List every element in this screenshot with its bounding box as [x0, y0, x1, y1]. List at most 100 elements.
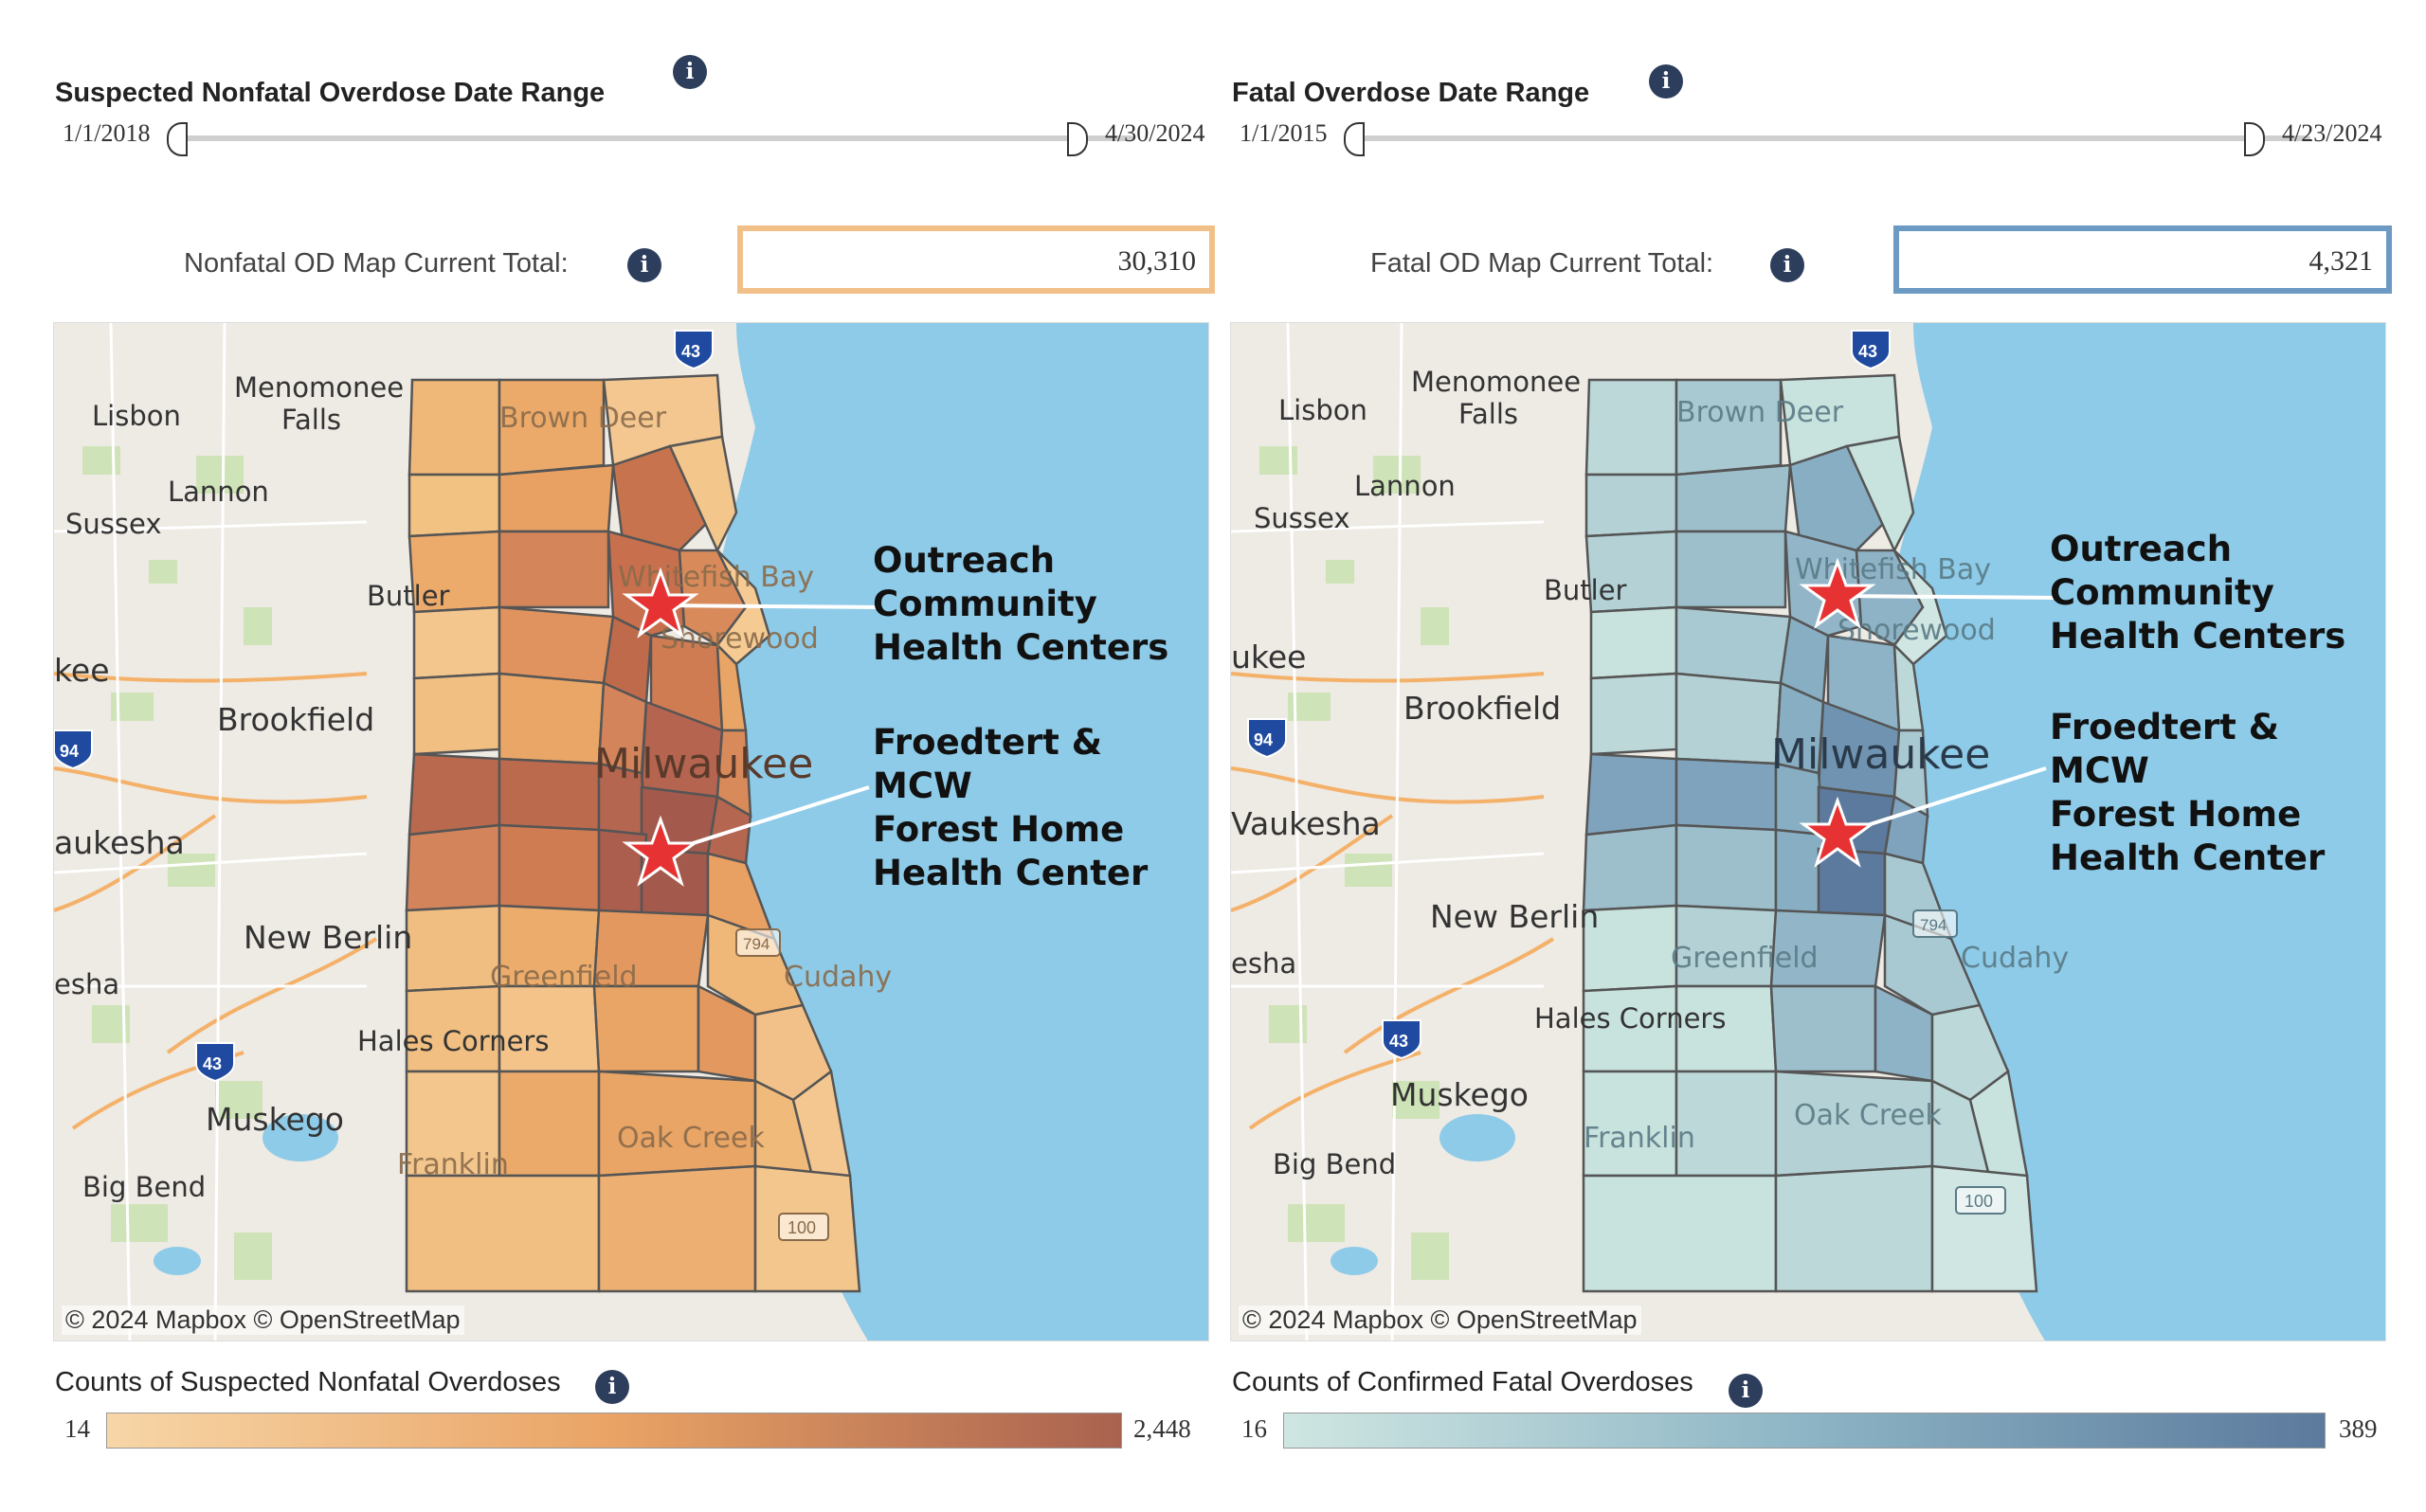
slider-end-label: 4/23/2024	[2282, 119, 2382, 147]
label-sussex: Sussex	[65, 508, 162, 540]
label-menomonee-falls: Menomonee	[234, 371, 404, 404]
star-marker-outreach[interactable]	[1799, 557, 1876, 629]
label-greenfield: Greenfield	[490, 961, 638, 994]
info-icon[interactable]: i	[673, 55, 707, 89]
label-new-berlin: New Berlin	[244, 919, 412, 956]
fatal-range-title: Fatal Overdose Date Range	[1232, 78, 1590, 108]
label-menomonee-falls-2: Falls	[1458, 398, 1518, 430]
highway-794-shield: 794	[735, 928, 781, 957]
fatal-date-slider: 1/1/2015 4/23/2024	[1230, 116, 2398, 156]
label-lannon: Lannon	[1354, 470, 1456, 502]
label-sha: esha	[54, 968, 119, 1000]
label-sussex: Sussex	[1254, 502, 1350, 534]
info-icon[interactable]: i	[595, 1370, 629, 1404]
label-lisbon: Lisbon	[92, 400, 181, 432]
label-cudahy: Cudahy	[784, 961, 892, 994]
map-attribution: © 2024 Mapbox © OpenStreetMap	[62, 1305, 464, 1335]
interstate-94-shield: 94	[54, 729, 93, 770]
slider-track[interactable]	[186, 135, 1133, 141]
fatal-legend-title: Counts of Confirmed Fatal Overdoses	[1232, 1367, 1693, 1397]
label-brookfield: Brookfield	[1403, 690, 1561, 727]
legend-min: 14	[64, 1414, 90, 1443]
nonfatal-range-title: Suspected Nonfatal Overdose Date Range	[55, 78, 606, 108]
label-new-berlin: New Berlin	[1430, 898, 1599, 935]
label-muskego: Muskego	[1390, 1076, 1529, 1113]
label-whitefish-bay: Whitefish Bay	[618, 561, 814, 594]
fatal-panel: Fatal Overdose Date Range i 1/1/2015 4/2…	[1230, 0, 2398, 1512]
label-hales-corners: Hales Corners	[357, 1025, 549, 1057]
label-cudahy: Cudahy	[1961, 942, 2069, 975]
nonfatal-legend-title: Counts of Suspected Nonfatal Overdoses	[55, 1367, 561, 1397]
slider-start-handle[interactable]	[1344, 122, 1365, 156]
label-oak-creek: Oak Creek	[617, 1122, 765, 1155]
nonfatal-panel: Suspected Nonfatal Overdose Date Range i…	[53, 0, 1221, 1512]
label-whitefish-bay: Whitefish Bay	[1795, 553, 1991, 586]
slider-track[interactable]	[1363, 135, 2310, 141]
svg-text:94: 94	[1254, 730, 1273, 749]
callout-outreach: Outreach Community Health Centers	[2050, 529, 2346, 657]
label-waukesha: aukesha	[54, 824, 185, 861]
nonfatal-date-slider: 1/1/2018 4/30/2024	[53, 116, 1221, 156]
slider-end-label: 4/30/2024	[1105, 119, 1205, 147]
interstate-94-shield: 94	[1247, 718, 1287, 759]
svg-text:43: 43	[203, 1054, 222, 1073]
interstate-43-shield: 43	[674, 330, 714, 370]
nonfatal-legend-bar	[106, 1413, 1122, 1449]
info-icon[interactable]: i	[1770, 248, 1804, 282]
svg-text:794: 794	[1920, 916, 1946, 934]
label-muskego: Muskego	[206, 1101, 344, 1138]
map-attribution: © 2024 Mapbox © OpenStreetMap	[1239, 1305, 1641, 1335]
label-shorewood: Shorewood	[1838, 614, 1996, 647]
svg-text:94: 94	[60, 742, 79, 761]
label-oak-creek: Oak Creek	[1794, 1099, 1942, 1132]
nonfatal-map-canvas[interactable]: Menomonee Falls Lisbon Lannon Sussex But…	[54, 323, 1209, 1341]
svg-text:100: 100	[1964, 1192, 1993, 1211]
label-brown-deer: Brown Deer	[1676, 396, 1844, 429]
legend-min: 16	[1241, 1414, 1267, 1443]
label-butler: Butler	[1544, 574, 1627, 606]
label-butler: Butler	[367, 580, 450, 612]
highway-100-shield: 100	[1955, 1186, 2006, 1215]
fatal-map[interactable]: Menomonee Falls Lisbon Lannon Sussex But…	[1230, 322, 2386, 1341]
slider-end-handle[interactable]	[1067, 122, 1088, 156]
label-brookfield: Brookfield	[217, 701, 374, 738]
fatal-legend-bar	[1283, 1413, 2326, 1449]
label-milwaukee-west: ukee	[1231, 639, 1306, 675]
info-icon[interactable]: i	[1649, 64, 1683, 99]
label-lisbon: Lisbon	[1278, 394, 1367, 426]
label-franklin: Franklin	[397, 1148, 509, 1181]
callout-outreach: Outreach Community Health Centers	[873, 540, 1169, 668]
label-milwaukee: Milwaukee	[594, 740, 813, 788]
svg-text:43: 43	[1858, 342, 1877, 361]
svg-text:43: 43	[1389, 1032, 1408, 1051]
label-sha: esha	[1231, 947, 1296, 980]
slider-end-handle[interactable]	[2244, 122, 2265, 156]
info-icon[interactable]: i	[1729, 1374, 1763, 1408]
nonfatal-total-label: Nonfatal OD Map Current Total:	[184, 248, 569, 279]
fatal-total-label: Fatal OD Map Current Total:	[1370, 248, 1714, 279]
star-marker-froedtert[interactable]	[622, 815, 699, 887]
label-hales-corners: Hales Corners	[1534, 1002, 1726, 1035]
label-lannon: Lannon	[168, 476, 269, 508]
label-big-bend: Big Bend	[82, 1171, 206, 1203]
fatal-total-value: 4,321	[1893, 225, 2392, 294]
fatal-map-canvas[interactable]: Menomonee Falls Lisbon Lannon Sussex But…	[1231, 323, 2386, 1341]
label-big-bend: Big Bend	[1273, 1148, 1396, 1180]
svg-text:794: 794	[743, 935, 769, 953]
highway-794-shield: 794	[1912, 909, 1958, 938]
svg-text:100: 100	[788, 1218, 816, 1237]
interstate-43-shield: 43	[1851, 330, 1891, 370]
info-icon[interactable]: i	[627, 248, 661, 282]
legend-max: 2,448	[1133, 1414, 1191, 1443]
nonfatal-map[interactable]: Menomonee Falls Lisbon Lannon Sussex But…	[53, 322, 1209, 1341]
star-marker-outreach[interactable]	[622, 567, 699, 639]
label-waukesha: Vaukesha	[1231, 805, 1381, 842]
label-milwaukee-west: kee	[54, 652, 110, 689]
star-marker-froedtert[interactable]	[1799, 796, 1876, 868]
slider-start-handle[interactable]	[167, 122, 188, 156]
highway-100-shield: 100	[778, 1213, 829, 1241]
label-greenfield: Greenfield	[1671, 942, 1819, 975]
nonfatal-total-value: 30,310	[737, 225, 1215, 294]
interstate-43-shield-south: 43	[195, 1042, 235, 1083]
label-shorewood: Shorewood	[661, 622, 819, 656]
